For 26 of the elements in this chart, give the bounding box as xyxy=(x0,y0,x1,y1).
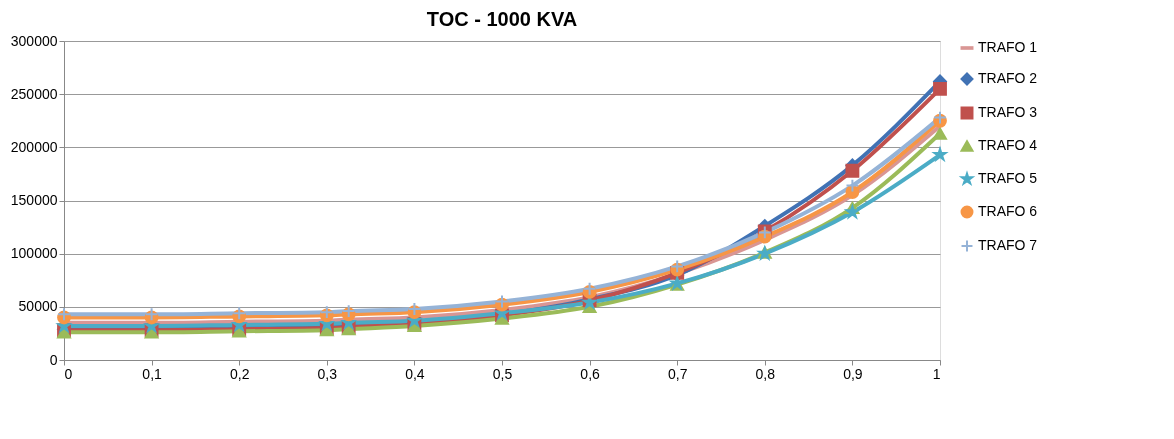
x-tick-label: 0,2 xyxy=(229,365,250,382)
x-tick-label: 1 xyxy=(932,365,941,382)
y-tick-label: 50000 xyxy=(18,298,58,315)
legend-label: TRAFO 4 xyxy=(978,137,1038,153)
x-tick-label: 0,1 xyxy=(142,365,163,382)
legend-label: TRAFO 1 xyxy=(978,39,1038,55)
y-tick-label: 300000 xyxy=(10,32,58,49)
y-tick-label: 250000 xyxy=(10,85,58,102)
x-tick-label: 0,3 xyxy=(317,365,338,382)
x-tick-label: 0,7 xyxy=(667,365,688,382)
x-tick-label: 0,4 xyxy=(405,365,425,382)
y-tick-label: 0 xyxy=(49,351,58,368)
legend-label: TRAFO 6 xyxy=(978,203,1038,219)
legend-label: TRAFO 5 xyxy=(978,170,1038,186)
y-tick-label: 100000 xyxy=(10,245,58,262)
x-tick-label: 0,8 xyxy=(755,365,776,382)
y-tick-label: 200000 xyxy=(10,138,58,155)
x-tick-label: 0 xyxy=(64,365,73,382)
legend-label: TRAFO 3 xyxy=(978,104,1038,120)
legend-label: TRAFO 7 xyxy=(978,237,1038,253)
legend-label: TRAFO 2 xyxy=(978,70,1038,86)
y-tick-label: 150000 xyxy=(10,192,58,208)
chart-title: TOC - 1000 KVA xyxy=(426,8,578,30)
x-tick-label: 0,9 xyxy=(843,365,863,382)
x-tick-label: 0,5 xyxy=(492,365,513,382)
x-tick-label: 0,6 xyxy=(580,365,601,382)
